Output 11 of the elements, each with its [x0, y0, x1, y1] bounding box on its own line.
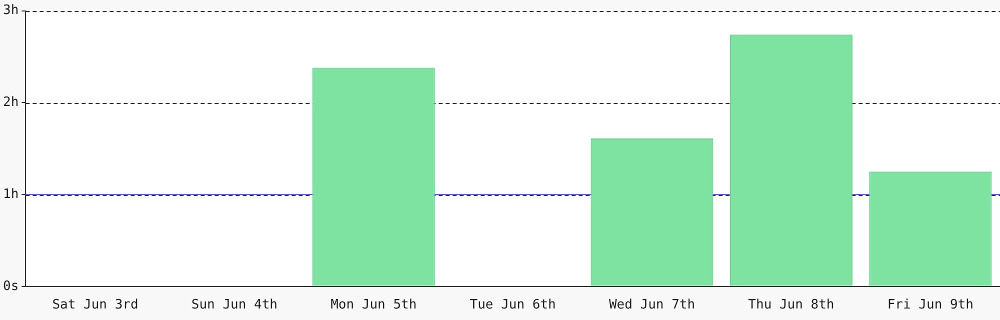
x-tick-label: Wed Jun 7th — [608, 298, 696, 313]
y-tick-label: 1h — [2, 186, 19, 202]
x-tick-label: Mon Jun 5th — [330, 298, 417, 313]
y-tick-label: 2h — [2, 95, 19, 110]
x-tick-label: Sat Jun 3rd — [52, 298, 138, 313]
y-tick-label: 0s — [2, 278, 19, 294]
x-tick-label: Fri Jun 9th — [887, 298, 974, 313]
y-tick-label: 3h — [2, 3, 19, 18]
x-tick-label: Thu Jun 8th — [748, 298, 834, 313]
x-tick-label: Sun Jun 4th — [191, 298, 278, 313]
x-tick-label: Tue Jun 6th — [470, 298, 556, 313]
